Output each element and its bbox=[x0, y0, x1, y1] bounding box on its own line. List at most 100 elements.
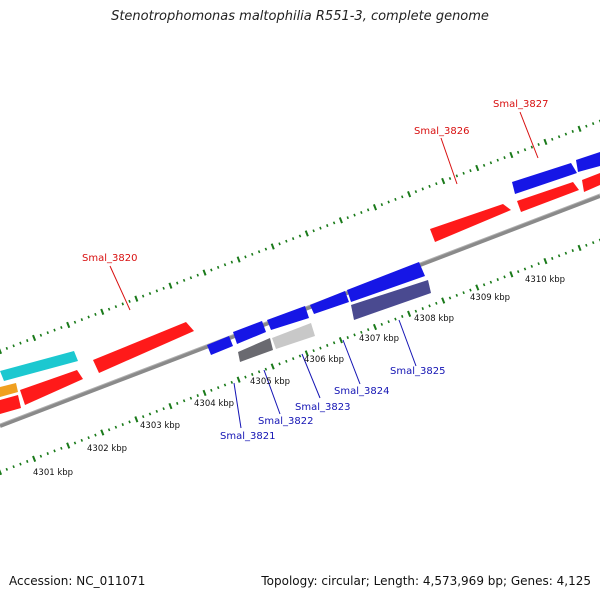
scale-label-4304: 4304 kbp bbox=[194, 399, 234, 409]
lower-tick-mark bbox=[435, 301, 438, 305]
scale-label-4301: 4301 kbp bbox=[33, 468, 73, 478]
upper-tick-mark bbox=[591, 122, 595, 126]
lower-tick-mark bbox=[244, 375, 247, 379]
gene-label-smal-3822: Smal_3822 bbox=[258, 416, 313, 427]
lower-tick-mark bbox=[557, 254, 561, 258]
gene-feature-blue-right-edge bbox=[576, 152, 600, 172]
leader-smal-3821 bbox=[233, 382, 242, 429]
lower-tick-mark bbox=[87, 436, 90, 440]
upper-tick-mark bbox=[202, 269, 207, 276]
leader-smal-3827 bbox=[519, 111, 539, 159]
lower-tick-mark bbox=[230, 380, 234, 384]
upper-tick-mark bbox=[353, 213, 356, 217]
upper-tick-mark bbox=[121, 302, 124, 306]
gene-smal-3827-red bbox=[517, 182, 579, 212]
upper-tick-mark bbox=[455, 174, 459, 178]
lower-tick-mark bbox=[360, 330, 363, 334]
upper-tick-mark bbox=[304, 230, 309, 237]
gene-smal-3825-slate bbox=[351, 280, 431, 320]
gene-feature-cyan bbox=[0, 351, 78, 381]
scale-label-4302: 4302 kbp bbox=[87, 444, 127, 454]
upper-tick-mark bbox=[503, 156, 506, 160]
lower-tick-mark bbox=[278, 362, 281, 366]
lower-tick-mark bbox=[107, 428, 111, 432]
leader-smal-3825 bbox=[398, 319, 417, 367]
lower-tick-mark bbox=[251, 372, 254, 376]
upper-tick-mark bbox=[338, 217, 343, 224]
upper-tick-mark bbox=[196, 273, 199, 277]
upper-tick-mark bbox=[162, 286, 165, 290]
upper-tick-mark bbox=[414, 190, 418, 194]
gene-feature-red-left bbox=[20, 370, 83, 405]
lower-tick-mark bbox=[168, 402, 173, 410]
upper-tick-mark bbox=[26, 339, 29, 343]
gene-smal-3827-blue bbox=[512, 163, 577, 194]
lower-tick-mark bbox=[523, 267, 527, 271]
lower-tick-mark bbox=[148, 412, 152, 416]
upper-tick-mark bbox=[475, 164, 480, 172]
upper-tick-mark bbox=[360, 211, 363, 214]
scale-label-4307: 4307 kbp bbox=[359, 334, 399, 344]
gene-label-smal-3823: Smal_3823 bbox=[295, 402, 350, 413]
lower-tick-mark bbox=[346, 336, 349, 340]
lower-tick-mark bbox=[577, 244, 582, 252]
upper-tick-mark bbox=[577, 125, 582, 132]
upper-tick-mark bbox=[80, 318, 84, 322]
lower-tick-mark bbox=[387, 320, 390, 324]
upper-tick-mark bbox=[291, 237, 295, 241]
upper-tick-mark bbox=[46, 331, 49, 335]
upper-tick-row bbox=[0, 119, 600, 355]
upper-tick-mark bbox=[346, 216, 349, 220]
lower-tick-mark bbox=[32, 455, 37, 462]
lower-tick-mark bbox=[223, 383, 227, 387]
lower-tick-mark bbox=[39, 454, 43, 458]
upper-tick-mark bbox=[448, 176, 452, 181]
lower-tick-mark bbox=[332, 341, 336, 345]
upper-tick-mark bbox=[469, 169, 472, 173]
gene-smal-3826 bbox=[430, 204, 511, 242]
upper-tick-mark bbox=[244, 255, 247, 259]
upper-tick-mark bbox=[155, 289, 159, 293]
gene-feature-orange bbox=[0, 383, 18, 397]
lower-tick-mark bbox=[264, 367, 268, 371]
lower-tick-mark bbox=[12, 465, 15, 469]
upper-tick-mark bbox=[571, 129, 574, 133]
upper-tick-mark bbox=[60, 326, 63, 329]
lower-tick-mark bbox=[372, 323, 378, 331]
gene-smal-3823-gray bbox=[272, 323, 315, 349]
lower-tick-mark bbox=[489, 280, 493, 284]
lower-tick-mark bbox=[216, 386, 220, 390]
lower-tick-mark bbox=[291, 357, 295, 361]
upper-tick-mark bbox=[551, 137, 554, 141]
lower-tick-mark bbox=[319, 346, 322, 350]
lower-tick-mark bbox=[482, 283, 486, 287]
upper-tick-mark bbox=[332, 221, 336, 225]
upper-tick-mark bbox=[366, 208, 370, 212]
upper-tick-mark bbox=[298, 234, 302, 238]
lower-tick-mark bbox=[114, 425, 118, 429]
scale-label-4305: 4305 kbp bbox=[250, 377, 290, 387]
accession-label: Accession: NC_011071 bbox=[9, 574, 146, 588]
upper-tick-mark bbox=[189, 276, 193, 280]
gene-label-smal-3825: Smal_3825 bbox=[390, 366, 445, 377]
lower-tick-mark bbox=[469, 288, 472, 292]
lower-tick-mark bbox=[46, 452, 49, 456]
gene-smal-3821 bbox=[207, 336, 233, 355]
lower-tick-mark bbox=[591, 241, 595, 245]
upper-tick-mark bbox=[441, 177, 446, 185]
upper-tick-mark bbox=[223, 263, 227, 267]
upper-tick-mark bbox=[87, 315, 90, 319]
lower-tick-mark bbox=[414, 309, 418, 313]
gene-label-smal-3821: Smal_3821 bbox=[220, 431, 275, 442]
lower-tick-mark bbox=[496, 278, 499, 282]
upper-tick-mark bbox=[428, 184, 431, 188]
lower-tick-mark bbox=[551, 256, 554, 260]
upper-tick-mark bbox=[114, 305, 118, 309]
scale-label-4303: 4303 kbp bbox=[140, 421, 180, 431]
upper-tick-mark bbox=[516, 150, 520, 154]
upper-tick-mark bbox=[251, 252, 254, 256]
lower-tick-mark bbox=[509, 271, 514, 278]
gene-smal-3824 bbox=[310, 291, 349, 314]
lower-tick-mark bbox=[543, 257, 548, 265]
